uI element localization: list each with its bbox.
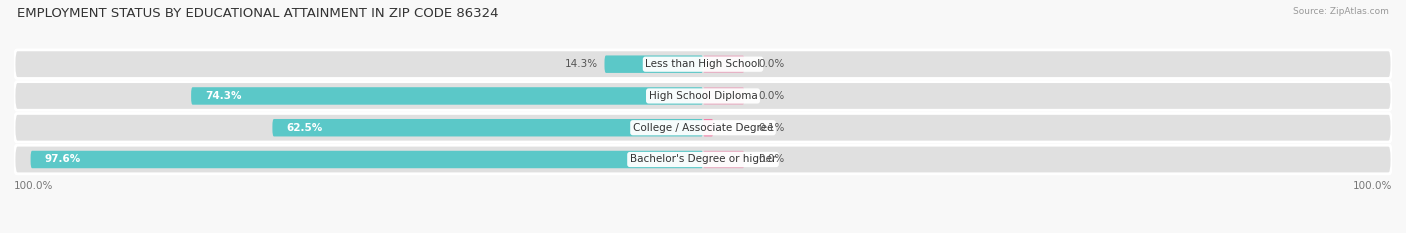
Text: 100.0%: 100.0% [1353,181,1392,191]
FancyBboxPatch shape [703,151,744,168]
Text: 0.0%: 0.0% [758,154,785,164]
Text: 0.0%: 0.0% [758,91,785,101]
Text: 74.3%: 74.3% [205,91,242,101]
Text: 14.3%: 14.3% [564,59,598,69]
FancyBboxPatch shape [273,119,703,137]
Text: EMPLOYMENT STATUS BY EDUCATIONAL ATTAINMENT IN ZIP CODE 86324: EMPLOYMENT STATUS BY EDUCATIONAL ATTAINM… [17,7,498,20]
FancyBboxPatch shape [14,82,1392,110]
Text: 0.1%: 0.1% [758,123,785,133]
Text: 100.0%: 100.0% [14,181,53,191]
FancyBboxPatch shape [605,55,703,73]
Text: 62.5%: 62.5% [287,123,322,133]
FancyBboxPatch shape [703,55,744,73]
Text: Bachelor's Degree or higher: Bachelor's Degree or higher [630,154,776,164]
FancyBboxPatch shape [703,119,713,137]
Text: 97.6%: 97.6% [45,154,80,164]
Text: Source: ZipAtlas.com: Source: ZipAtlas.com [1294,7,1389,16]
Text: Less than High School: Less than High School [645,59,761,69]
FancyBboxPatch shape [14,50,1392,79]
FancyBboxPatch shape [703,87,744,105]
Legend: In Labor Force, Unemployed: In Labor Force, Unemployed [603,231,803,233]
Text: High School Diploma: High School Diploma [648,91,758,101]
Text: 0.0%: 0.0% [758,59,785,69]
FancyBboxPatch shape [14,145,1392,174]
FancyBboxPatch shape [191,87,703,105]
Text: College / Associate Degree: College / Associate Degree [633,123,773,133]
FancyBboxPatch shape [31,151,703,168]
FancyBboxPatch shape [14,113,1392,142]
